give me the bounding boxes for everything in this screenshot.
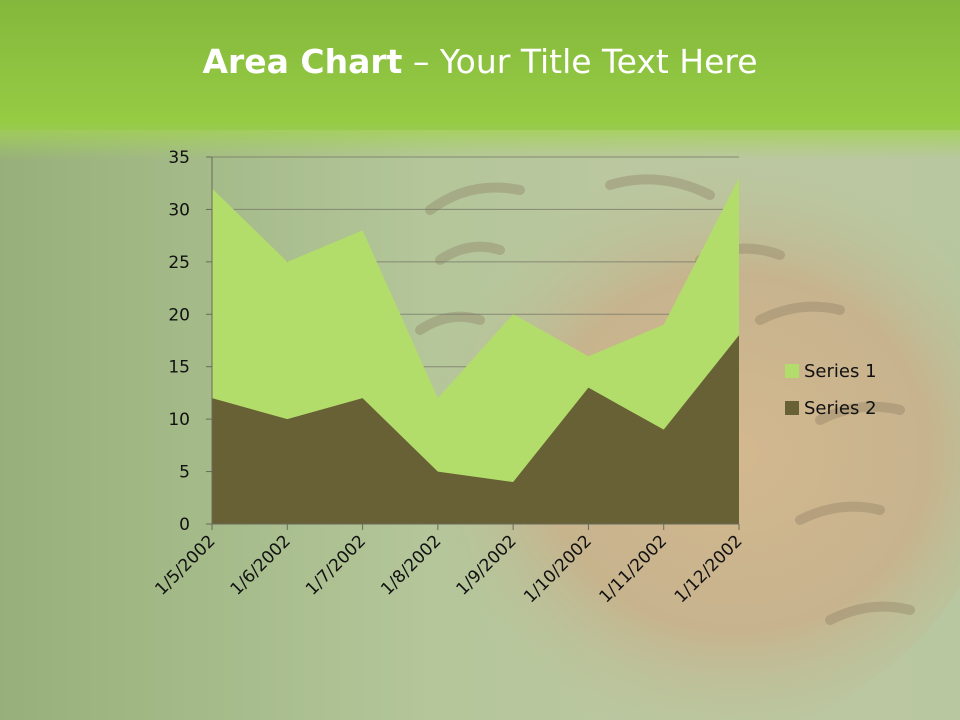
slide-title-rest: – Your Title Text Here	[402, 42, 758, 81]
y-axis-ticks: 0 5 10 15 20 25 30 35	[168, 148, 212, 535]
slide-title-bold: Area Chart	[202, 42, 403, 81]
legend-swatch-series-2	[785, 401, 799, 415]
y-tick-label: 10	[168, 410, 190, 430]
x-tick-label: 1/12/2002	[671, 531, 747, 607]
slide-title: Area Chart – Your Title Text Here	[0, 40, 960, 84]
x-tick-label: 1/9/2002	[453, 531, 521, 599]
x-tick-label: 1/5/2002	[151, 531, 219, 599]
y-tick-label: 25	[168, 253, 190, 273]
x-tick-label: 1/7/2002	[302, 531, 370, 599]
y-tick-label: 5	[179, 463, 190, 483]
legend-swatch-series-1	[785, 364, 799, 378]
chart-axes	[211, 157, 739, 525]
x-tick-label: 1/10/2002	[520, 531, 596, 607]
x-tick-label: 1/8/2002	[377, 531, 445, 599]
chart-areas	[212, 177, 739, 524]
x-tick-label: 1/11/2002	[595, 531, 671, 607]
y-tick-label: 35	[168, 148, 190, 168]
y-tick-label: 20	[168, 305, 190, 325]
y-tick-label: 0	[179, 515, 190, 535]
area-series-2	[212, 335, 739, 524]
x-tick-label: 1/6/2002	[227, 531, 295, 599]
y-tick-label: 15	[168, 358, 190, 378]
y-tick-label: 30	[168, 200, 190, 220]
legend-label-series-2: Series 2	[804, 398, 877, 419]
chart-legend: Series 1 Series 2	[785, 361, 877, 419]
x-axis-ticks: 1/5/2002 1/6/2002 1/7/2002 1/8/2002 1/9/2002…	[151, 524, 747, 607]
legend-label-series-1: Series 1	[804, 361, 877, 382]
